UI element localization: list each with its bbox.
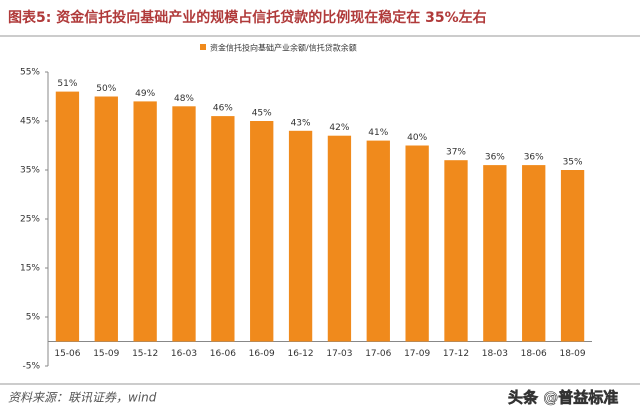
x-tick-label: 17-12 [443, 349, 469, 359]
source: 资料来源：联讯证券，wind [8, 391, 157, 405]
data-label: 37% [446, 148, 466, 158]
bar [483, 165, 507, 342]
y-tick-label: 15% [20, 264, 40, 274]
x-tick-label: 16-06 [210, 349, 236, 359]
data-label: 36% [524, 153, 544, 163]
bar [94, 96, 118, 342]
bar [522, 165, 546, 342]
legend-swatch [200, 44, 206, 50]
x-tick-label: 17-03 [326, 349, 352, 359]
bar [560, 170, 585, 342]
data-label: 41% [368, 128, 388, 138]
data-label: 43% [291, 118, 311, 128]
data-label: 36% [485, 153, 505, 163]
y-tick-label: 35% [20, 166, 40, 176]
bar [172, 106, 196, 342]
data-label: 35% [563, 158, 583, 168]
watermark: 头条 @普益标准 [508, 389, 618, 407]
y-tick-label: -5% [22, 362, 40, 372]
y-tick-label: 55% [20, 68, 40, 78]
bar [327, 135, 352, 342]
x-tick-label: 18-06 [521, 349, 547, 359]
x-tick-label: 16-03 [171, 349, 197, 359]
x-tick-label: 16-09 [249, 349, 275, 359]
y-tick-label: 25% [20, 215, 40, 225]
x-tick-label: 18-09 [559, 349, 585, 359]
y-tick-label: 45% [20, 117, 40, 127]
x-tick-label: 15-09 [93, 349, 119, 359]
data-label: 49% [135, 89, 155, 99]
x-tick-label: 18-03 [482, 349, 508, 359]
x-tick-label: 15-06 [54, 349, 80, 359]
data-label: 48% [174, 94, 194, 104]
data-label: 40% [407, 133, 427, 143]
data-label: 46% [213, 104, 233, 114]
bar [444, 160, 468, 342]
bar [133, 101, 157, 342]
bar [211, 116, 235, 342]
data-label: 50% [96, 84, 116, 94]
x-tick-label: 17-09 [404, 349, 430, 359]
data-label: 51% [57, 79, 77, 89]
x-tick-label: 15-12 [132, 349, 158, 359]
bar [55, 91, 80, 342]
bar [288, 130, 313, 342]
bar [366, 140, 390, 342]
legend-label: 资金信托投向基础产业余额/信托贷款余额 [210, 43, 357, 53]
data-label: 42% [329, 123, 349, 133]
data-label: 45% [252, 109, 272, 119]
bar [250, 121, 274, 342]
x-tick-label: 16-12 [287, 349, 313, 359]
chart-title: 图表5: 资金信托投向基础产业的规模占信托贷款的比例现在稳定在 35%左右 [8, 9, 487, 26]
bar [405, 145, 429, 342]
y-tick-label: 5% [26, 313, 41, 323]
x-tick-label: 17-06 [365, 349, 391, 359]
